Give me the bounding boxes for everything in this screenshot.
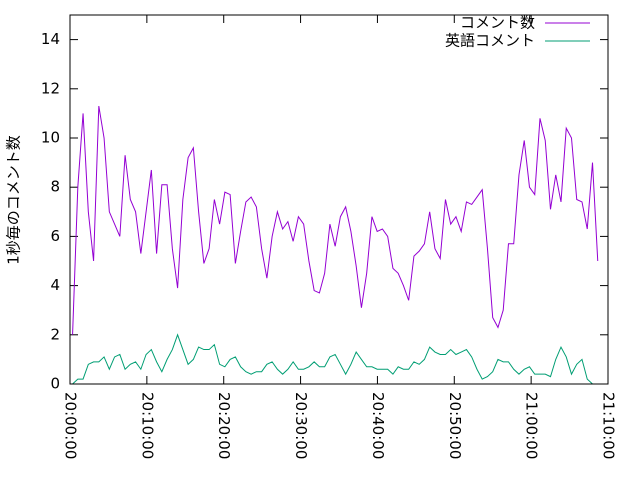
series-line bbox=[72, 333, 598, 385]
y-tick-label: 14 bbox=[41, 30, 60, 48]
legend-label: 英語コメント bbox=[445, 32, 535, 50]
y-tick-label: 2 bbox=[50, 325, 60, 343]
x-tick-label: 20:30:00 bbox=[292, 392, 310, 459]
y-tick-label: 8 bbox=[50, 178, 60, 196]
y-tick-label: 12 bbox=[41, 79, 60, 97]
x-tick-label: 20:40:00 bbox=[369, 392, 387, 459]
x-tick-label: 20:20:00 bbox=[215, 392, 233, 459]
x-tick-label: 20:10:00 bbox=[138, 392, 156, 459]
y-tick-label: 0 bbox=[50, 375, 60, 393]
y-tick-label: 10 bbox=[41, 129, 60, 147]
y-tick-label: 6 bbox=[50, 227, 60, 245]
legend-label: コメント数 bbox=[460, 14, 535, 32]
x-tick-label: 21:10:00 bbox=[600, 392, 618, 459]
y-tick-label: 4 bbox=[50, 276, 60, 294]
x-tick-label: 21:00:00 bbox=[523, 392, 541, 459]
plot-border bbox=[69, 14, 609, 385]
x-tick-label: 20:00:00 bbox=[62, 392, 80, 459]
y-axis-label: 1秒毎のコメント数 bbox=[5, 135, 23, 265]
series-line bbox=[72, 105, 599, 335]
x-tick-label: 20:50:00 bbox=[446, 392, 464, 459]
